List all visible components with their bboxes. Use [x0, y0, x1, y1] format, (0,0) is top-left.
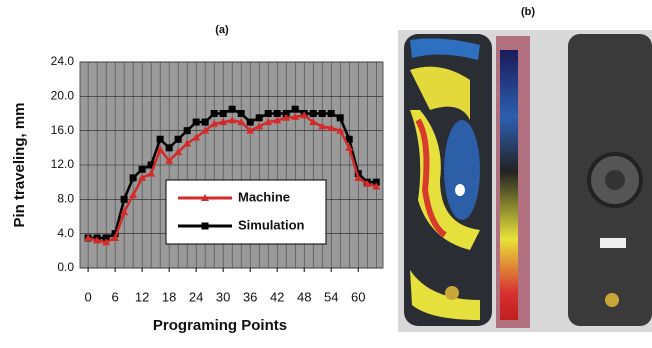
x-tick-label: 24	[189, 289, 203, 304]
legend-marker	[202, 223, 209, 230]
x-tick-label: 48	[297, 289, 311, 304]
y-tick-label: 20.0	[51, 89, 75, 103]
marker	[274, 110, 281, 117]
marker	[220, 110, 227, 117]
x-tick-label: 60	[351, 289, 365, 304]
marker	[328, 110, 335, 117]
marker	[310, 110, 317, 117]
panel-label: (b)	[521, 6, 535, 18]
legend-label: Machine	[238, 189, 290, 204]
marker	[256, 114, 263, 121]
x-tick-label: 36	[243, 289, 257, 304]
marker	[337, 114, 344, 121]
x-tick-label: 12	[135, 289, 149, 304]
marker	[193, 119, 200, 126]
legend-label: Simulation	[238, 217, 305, 232]
x-tick-label: 18	[162, 289, 176, 304]
figure: (a) Programing Points Pin traveling, mm …	[0, 0, 652, 343]
x-tick-label: 54	[324, 289, 338, 304]
chart-title: (a)	[215, 24, 229, 36]
marker	[184, 127, 191, 134]
marker	[157, 136, 164, 143]
marker	[130, 174, 137, 181]
marker	[229, 106, 236, 113]
marker	[319, 110, 326, 117]
marker	[121, 196, 128, 203]
y-tick-label: 12.0	[51, 157, 75, 171]
marker	[211, 110, 218, 117]
y-tick-label: 24.0	[51, 54, 75, 68]
marker	[202, 119, 209, 126]
x-axis-label: Programing Points	[153, 317, 287, 334]
marker	[166, 144, 173, 151]
x-tick-label: 6	[112, 289, 119, 304]
part-image	[398, 30, 652, 332]
y-tick-label: 16.0	[51, 123, 75, 137]
x-tick-label: 0	[84, 289, 91, 304]
marker	[292, 106, 299, 113]
y-tick-label: 0.0	[57, 260, 74, 274]
x-tick-label: 42	[270, 289, 284, 304]
marker	[238, 110, 245, 117]
marker	[247, 119, 254, 126]
y-axis-label: Pin traveling, mm	[11, 102, 28, 227]
marker	[175, 136, 182, 143]
x-tick-label: 30	[216, 289, 230, 304]
y-tick-label: 4.0	[57, 226, 74, 240]
marker	[139, 166, 146, 173]
y-tick-label: 8.0	[57, 192, 74, 206]
marker	[265, 110, 272, 117]
